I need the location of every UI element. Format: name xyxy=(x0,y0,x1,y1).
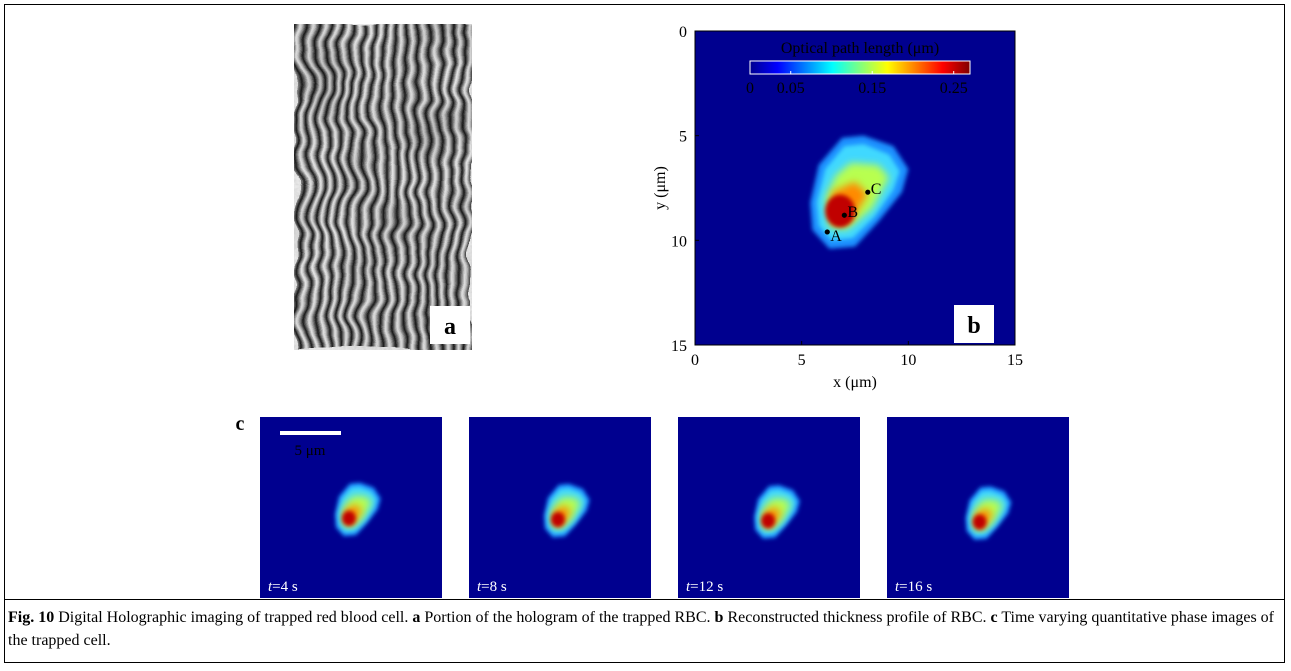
time-label: t=8 s xyxy=(477,579,507,595)
caption-separator xyxy=(4,599,1285,600)
colorbar-tick-label: 0.15 xyxy=(858,80,886,97)
colorbar-tick-label: 0.25 xyxy=(940,80,968,97)
panel-label: b xyxy=(967,313,980,339)
time-label: t=4 s xyxy=(268,579,298,595)
x-axis-label: x (μm) xyxy=(833,374,877,391)
colorbar-tick-label: 0 xyxy=(746,80,754,97)
time-variable: t xyxy=(477,579,482,595)
caption-bold: Fig. 10 xyxy=(8,609,55,626)
caption-text: Portion of the hologram of the trapped R… xyxy=(420,609,715,626)
cell-image xyxy=(543,483,590,538)
time-variable: t xyxy=(895,579,900,595)
y-tick-label: 0 xyxy=(679,24,687,41)
panel-label: a xyxy=(444,314,456,340)
cell-image xyxy=(754,484,800,539)
cell-image xyxy=(965,486,1012,540)
scale-bar-label: 5 μm xyxy=(295,443,326,459)
cell-core xyxy=(972,514,987,530)
time-value: =4 s xyxy=(272,579,298,595)
cell-core xyxy=(761,513,776,529)
cell-image xyxy=(334,482,381,537)
marker-point xyxy=(824,229,830,235)
cell-core xyxy=(825,194,855,228)
panel-label: c xyxy=(236,413,245,435)
panel-label-box xyxy=(954,305,994,343)
x-tick-label: 10 xyxy=(900,352,916,369)
point-label: B xyxy=(847,204,858,221)
panel-label-box xyxy=(430,306,470,344)
figure-frame xyxy=(4,4,1285,663)
caption-bold: a xyxy=(412,609,421,626)
cell-image xyxy=(810,135,909,249)
caption-bold: c xyxy=(990,609,998,626)
marker-point xyxy=(865,189,871,195)
caption-text: Digital Holographic imaging of trapped r… xyxy=(54,609,413,626)
marker-point xyxy=(841,212,847,218)
x-tick-label: 5 xyxy=(798,352,806,369)
time-value: =16 s xyxy=(899,579,932,595)
cell-core xyxy=(341,510,356,527)
caption-bold: b xyxy=(714,609,724,626)
time-variable: t xyxy=(686,579,691,595)
y-axis-label: y (μm) xyxy=(652,166,669,210)
axes-frame xyxy=(694,30,1016,346)
time-label: t=12 s xyxy=(686,579,723,595)
time-value: =8 s xyxy=(481,579,507,595)
x-tick-label: 0 xyxy=(691,352,699,369)
y-tick-label: 10 xyxy=(671,233,687,250)
heatmap xyxy=(810,135,909,249)
colorbar-title: Optical path length (μm) xyxy=(781,40,939,57)
y-tick-label: 5 xyxy=(679,129,687,146)
point-label: A xyxy=(830,228,842,245)
scale-bar xyxy=(280,431,341,435)
time-value: =12 s xyxy=(690,579,723,595)
caption-text: Time varying quantitative phase images o… xyxy=(8,609,1279,649)
caption: Fig. 10 Digital Holographic imaging of t… xyxy=(8,606,1284,652)
x-tick-label: 15 xyxy=(1007,352,1023,369)
colorbar xyxy=(749,60,971,75)
point-label: C xyxy=(871,181,882,198)
cell-core xyxy=(550,511,565,528)
y-tick-label: 15 xyxy=(671,338,687,355)
colorbar-tick-label: 0.05 xyxy=(777,80,805,97)
caption-text: Reconstructed thickness profile of RBC. xyxy=(723,609,991,626)
time-label: t=16 s xyxy=(895,579,932,595)
time-variable: t xyxy=(268,579,273,595)
hologram-image xyxy=(294,24,472,350)
